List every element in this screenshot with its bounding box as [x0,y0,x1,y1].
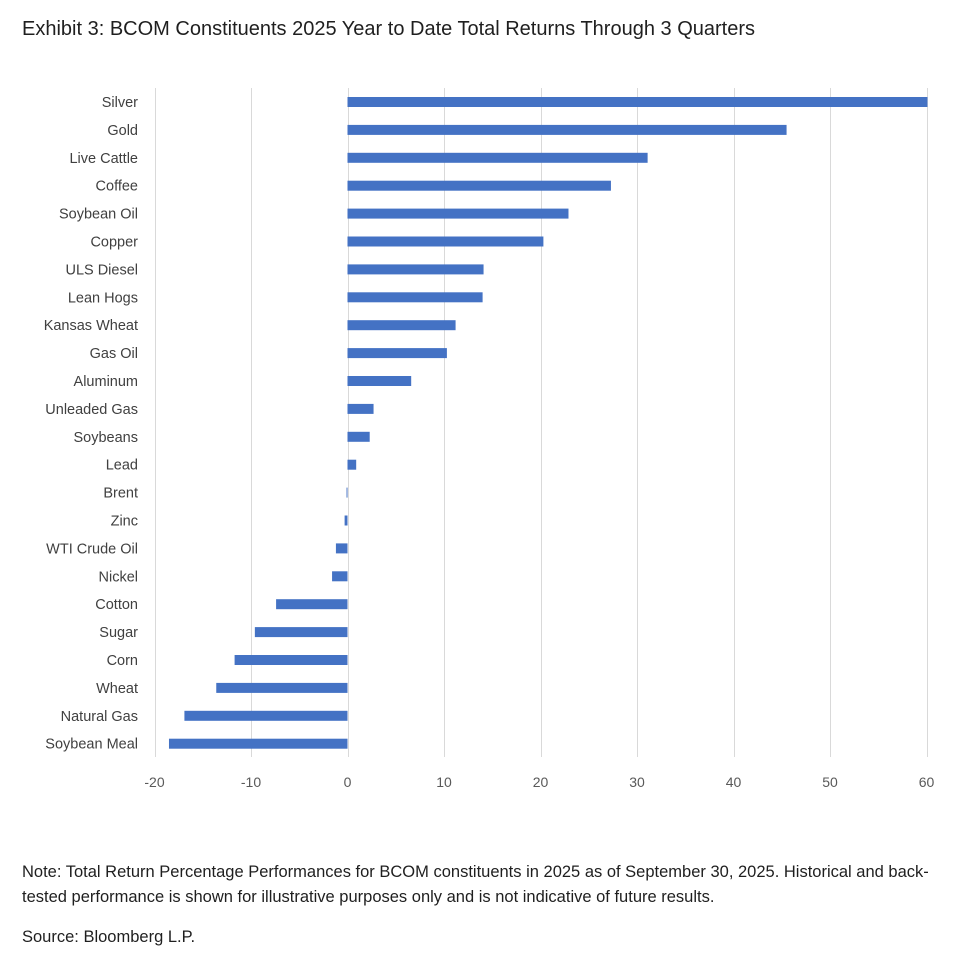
bar [347,431,370,442]
x-tick-label: 40 [726,774,742,790]
bar [335,543,348,554]
gridlines [155,88,928,757]
bar [168,738,348,749]
category-label: Unleaded Gas [45,402,138,418]
bar [347,208,569,219]
bar [347,152,648,163]
category-label: Natural Gas [61,709,138,725]
chart-source: Source: Bloomberg L.P. [22,928,196,946]
category-label: Lead [106,458,138,474]
bar [234,655,348,665]
chart-note: Note: Total Return Percentage Performanc… [22,863,929,906]
bar [332,571,348,582]
category-label: Live Cattle [69,151,138,167]
chart-title: Exhibit 3: BCOM Constituents 2025 Year t… [22,18,755,40]
category-label: Aluminum [74,374,138,390]
category-label: Lean Hogs [68,290,138,306]
category-label: Cotton [95,597,138,613]
x-axis-tick-labels: -20 -10 0 10 20 30 40 50 60 [144,774,934,790]
category-label: Soybeans [74,430,139,446]
bar [347,376,412,386]
category-label: Sugar [99,625,138,641]
bar [347,320,456,331]
bar [347,348,447,359]
bar [347,403,374,414]
bar [347,97,928,107]
category-label: Gas Oil [90,346,138,362]
category-label: Zinc [111,514,138,530]
category-label: ULS Diesel [65,262,138,278]
bar [184,710,348,721]
bar [347,264,484,275]
bar [347,180,611,191]
bars [168,97,928,749]
bar [347,459,357,470]
bar-chart: Silver Gold Live Cattle Coffee Soybean Oil Co… [44,88,934,790]
category-label: Gold [107,123,138,139]
x-tick-label: 60 [919,774,935,790]
category-label: Kansas Wheat [44,318,138,334]
category-label: Nickel [99,569,138,585]
bar [346,487,348,498]
x-tick-label: 10 [436,774,452,790]
category-label: Coffee [96,179,138,195]
bar [276,599,348,610]
x-tick-label: -10 [241,774,261,790]
category-label: Copper [90,235,138,251]
category-label: Soybean Meal [45,737,138,753]
x-tick-label: 0 [344,774,352,790]
x-tick-label: 20 [533,774,549,790]
category-label: WTI Crude Oil [46,541,138,557]
bar [347,124,787,135]
category-label: Silver [102,95,138,111]
x-tick-label: -20 [144,774,164,790]
x-tick-label: 50 [822,774,838,790]
bar [347,292,483,303]
bar [347,236,544,247]
bar [254,627,348,638]
category-label: Brent [103,486,138,502]
bar [216,682,348,693]
x-tick-label: 30 [629,774,645,790]
category-label: Wheat [96,681,138,697]
category-label: Soybean Oil [59,207,138,223]
bar [344,515,348,526]
category-labels: Silver Gold Live Cattle Coffee Soybean Oil Co… [44,95,138,753]
category-label: Corn [107,653,138,669]
